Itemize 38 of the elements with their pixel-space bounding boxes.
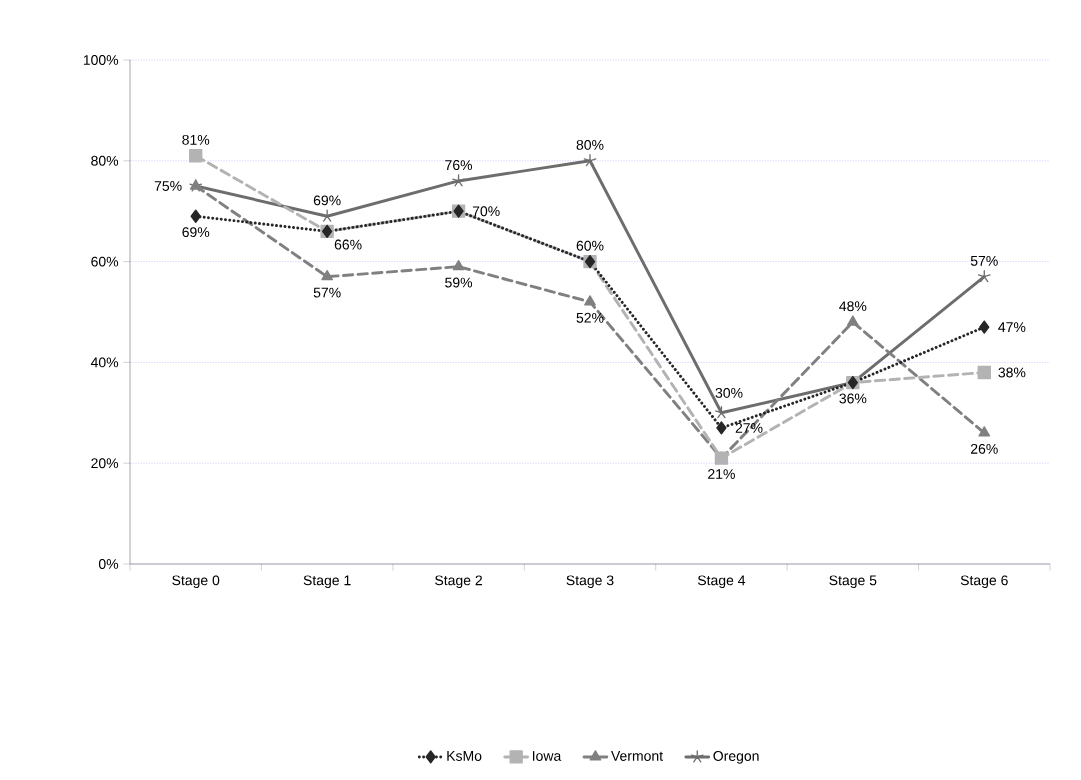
- y-tick-label: 20%: [91, 458, 119, 469]
- x-tick-label: Stage 0: [172, 575, 220, 589]
- data-label: 38%: [998, 367, 1026, 378]
- data-label: 27%: [735, 422, 763, 433]
- data-label: 69%: [182, 227, 210, 238]
- data-label: 30%: [715, 387, 743, 398]
- x-tick-label: Stage 3: [566, 575, 614, 589]
- data-label: 36%: [839, 393, 867, 404]
- y-tick-label: 100%: [83, 55, 119, 65]
- data-label: 26%: [970, 443, 998, 454]
- data-label: 21%: [708, 469, 735, 479]
- data-label: 69%: [313, 195, 341, 206]
- data-label: 47%: [998, 322, 1026, 333]
- data-label: 75%: [154, 181, 182, 191]
- data-label: 66%: [334, 239, 362, 250]
- legend-label: Iowa: [532, 751, 562, 761]
- legend-label: Oregon: [713, 751, 759, 764]
- data-label: 59%: [445, 277, 473, 288]
- data-label: 76%: [445, 160, 473, 171]
- data-label: 80%: [576, 139, 604, 150]
- data-label: 81%: [182, 134, 210, 145]
- data-label: 48%: [839, 301, 867, 312]
- data-label: 57%: [970, 255, 998, 266]
- x-tick-label: Stage 4: [697, 575, 746, 589]
- x-tick-label: Stage 1: [303, 575, 351, 589]
- data-label: 52%: [576, 312, 604, 323]
- y-tick-label: 40%: [90, 357, 119, 368]
- x-tick-label: Stage 2: [435, 575, 482, 589]
- x-tick-label: Stage 6: [960, 575, 1008, 589]
- y-tick-label: 60%: [91, 256, 119, 267]
- legend-label: Vermont: [611, 751, 663, 761]
- y-tick-label: 80%: [91, 155, 119, 166]
- data-label: 57%: [313, 287, 341, 298]
- x-tick-label: Stage 5: [829, 575, 877, 589]
- legend-label: KsMo: [447, 751, 482, 761]
- data-label: 60%: [576, 240, 604, 251]
- data-label: 70%: [472, 206, 500, 217]
- y-tick-label: 0%: [98, 559, 119, 569]
